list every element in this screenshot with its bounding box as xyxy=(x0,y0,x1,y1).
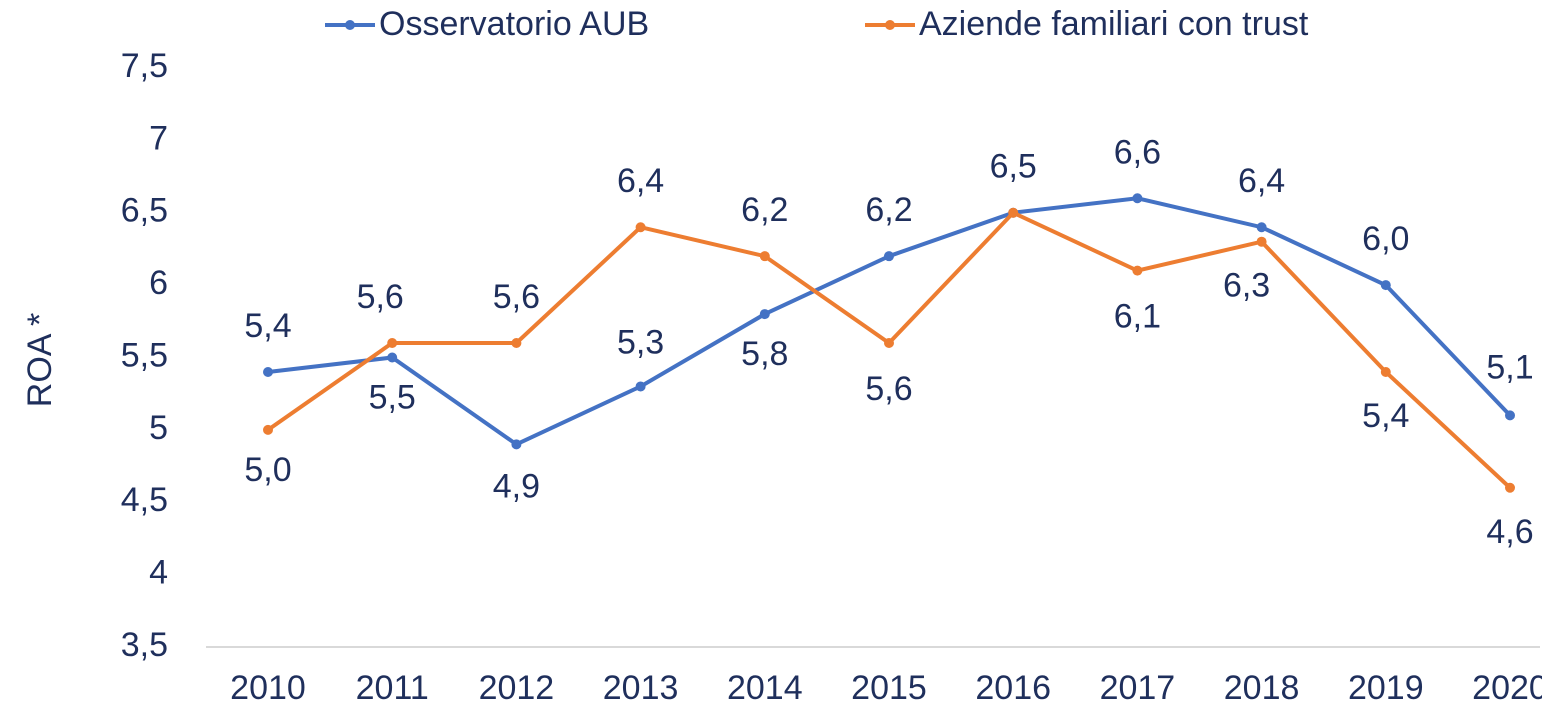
point xyxy=(1380,366,1391,377)
data-label: 6,2 xyxy=(865,191,912,229)
data-label: 5,6 xyxy=(357,278,404,316)
data-label: 6,2 xyxy=(741,191,788,229)
data-label: 6,1 xyxy=(1114,298,1161,336)
x-tick-label: 2014 xyxy=(727,669,803,707)
x-tick-label: 2013 xyxy=(603,669,679,707)
x-tick-label: 2019 xyxy=(1348,669,1424,707)
data-label: 6,3 xyxy=(1223,267,1270,305)
data-label: 4,6 xyxy=(1486,513,1533,551)
data-label: 5,6 xyxy=(493,278,540,316)
point xyxy=(759,309,770,320)
x-tick-label: 2011 xyxy=(356,669,429,707)
point xyxy=(635,381,646,392)
x-tick-label: 2018 xyxy=(1224,669,1300,707)
x-tick-label: 2017 xyxy=(1100,669,1176,707)
point xyxy=(1256,236,1267,247)
point xyxy=(387,352,398,363)
data-label: 6,0 xyxy=(1362,220,1409,258)
data-label: 5,4 xyxy=(244,307,291,345)
legend-marker xyxy=(345,20,355,30)
data-label: 6,6 xyxy=(1114,133,1161,171)
x-tick-label: 2016 xyxy=(975,669,1051,707)
data-label: 6,4 xyxy=(1238,162,1285,200)
point xyxy=(884,251,894,262)
y-tick-label: 3,5 xyxy=(121,626,168,664)
data-label: 5,8 xyxy=(741,335,788,373)
y-tick-label: 4 xyxy=(149,554,168,592)
y-tick-label: 5 xyxy=(149,409,168,447)
data-label: 5,3 xyxy=(617,323,664,361)
y-tick-label: 4,5 xyxy=(121,481,168,519)
data-label: 5,5 xyxy=(369,378,416,416)
x-tick-label: 2010 xyxy=(230,669,306,707)
legend-label: Aziende familiari con trust xyxy=(919,5,1309,43)
data-label: 4,9 xyxy=(493,467,540,505)
legend-label: Osservatorio AUB xyxy=(379,5,649,43)
point xyxy=(1132,265,1143,276)
point xyxy=(635,222,646,233)
point xyxy=(1008,207,1019,218)
point xyxy=(1505,410,1515,421)
point xyxy=(387,338,398,349)
data-label: 5,6 xyxy=(865,370,912,408)
point xyxy=(1256,222,1267,233)
point xyxy=(263,424,273,435)
y-tick-label: 6 xyxy=(149,264,168,302)
point xyxy=(1505,482,1515,493)
point xyxy=(759,251,770,262)
point xyxy=(263,366,273,377)
y-tick-label: 7,5 xyxy=(121,47,168,85)
legend-marker xyxy=(885,20,895,30)
point xyxy=(1132,193,1143,204)
y-axis-label: ROA * xyxy=(21,313,59,407)
y-tick-label: 5,5 xyxy=(121,336,168,374)
x-tick-label: 2012 xyxy=(479,669,555,707)
data-label: 5,1 xyxy=(1486,348,1533,386)
point xyxy=(884,338,894,349)
point xyxy=(1380,280,1391,291)
data-label: 6,5 xyxy=(990,148,1037,186)
x-tick-label: 2015 xyxy=(851,669,927,707)
data-label: 5,4 xyxy=(1362,397,1409,435)
y-tick-label: 7 xyxy=(149,119,168,157)
data-label: 6,4 xyxy=(617,162,664,200)
data-label: 5,0 xyxy=(244,451,291,489)
point xyxy=(511,338,522,349)
point xyxy=(511,439,522,450)
x-tick-label: 2020 xyxy=(1472,669,1542,707)
y-tick-label: 6,5 xyxy=(121,192,168,230)
